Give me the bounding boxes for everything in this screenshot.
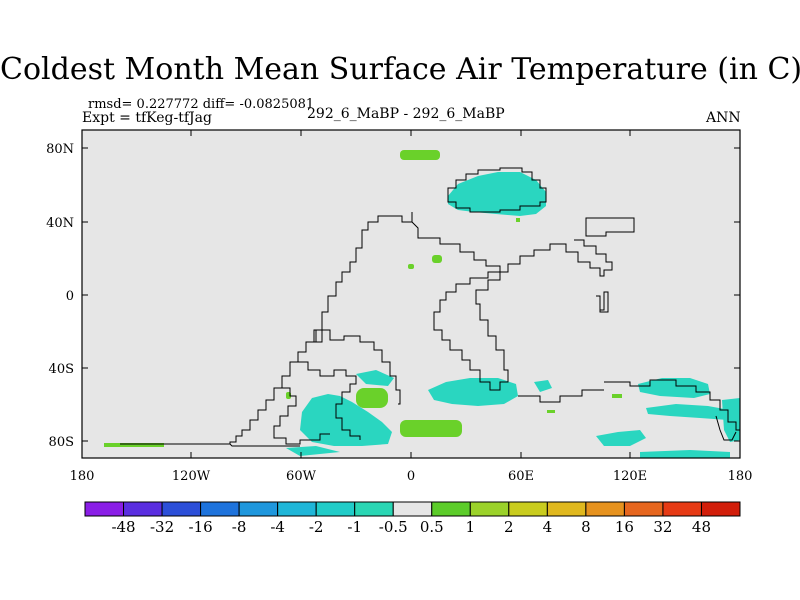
lon-tick-6: 180 [728,469,753,484]
lon-tick-1: 120W [172,469,211,484]
colorbar-label: -2 [309,518,324,536]
colorbar-box [123,501,163,517]
colorbar-label: -1 [347,518,362,536]
colorbar-label: 4 [543,518,553,536]
colorbar-box [623,501,664,517]
mid-landmass-outline [411,221,613,277]
west-landmass-outline [120,212,413,445]
southern-chain-outline [273,387,330,445]
colorbar-box [277,501,317,517]
lon-tick-0: 180 [70,469,95,484]
warm-patches [104,150,622,447]
colorbar-box [469,501,510,517]
colorbar-label: -0.5 [379,518,408,536]
island-small-outline [596,291,609,313]
colorbar-label: 32 [653,518,672,536]
lower-peninsula-outline [298,361,361,440]
colorbar-label: 2 [504,518,514,536]
lat-tick-0: 80N [46,142,74,157]
colorbar-box [84,501,125,517]
colorbar-box [546,501,587,517]
central-landmass-outline [433,271,509,391]
colorbar-box [662,501,702,517]
lon-tick-labels: 180 120W 60W 0 60E 120E 180 [70,469,753,484]
experiment-label: Expt = tfKeg-tfJag [82,110,212,126]
colorbar-label: 0.5 [420,518,444,536]
stats-text: rmsd= 0.227772 diff= -0.0825081 [88,97,315,112]
lat-tick-4: 80S [49,435,74,450]
colorbar-label: -16 [189,518,213,536]
colorbar-label: 16 [615,518,634,536]
colorbar-box [354,501,394,517]
comparison-label: 292_6_MaBP - 292_6_MaBP [307,106,505,122]
colorbar-label: 48 [692,518,711,536]
colorbar-box [315,501,356,517]
map-background [82,130,740,458]
north-landmass-outline [447,167,547,213]
island-east-outline [585,217,635,237]
map-title: Coldest Month Mean Surface Air Temperatu… [0,52,800,87]
lat-tick-2: 0 [66,289,74,304]
colorbar-box [238,501,279,517]
colorbar-box [431,501,471,517]
colorbar-label: -32 [150,518,174,536]
tick-marks [81,130,741,458]
south-east-outline [604,379,740,431]
colorbar-box [161,501,202,517]
lon-tick-4: 60E [508,469,534,484]
lon-tick-3: 0 [407,469,415,484]
colorbar-label: -48 [111,518,135,536]
southern-strip-outline [518,389,604,403]
colorbar-box [508,501,548,517]
colorbar-labels: -48 -32 -16 -8 -4 -2 -1 -0.5 0.5 1 2 4 8 16 32 48 [111,518,711,536]
colorbar-label: -4 [270,518,285,536]
colorbar-label: 1 [466,518,476,536]
colorbar-box [700,501,741,517]
coastline-outlines [120,167,740,447]
period-label: ANN [706,110,741,126]
small-isle-outline [313,329,323,343]
colorbar-box [200,501,240,517]
anomaly-patches [104,150,740,458]
lat-tick-1: 40N [46,216,74,231]
lon-tick-2: 60W [286,469,317,484]
far-east-outline [715,415,737,441]
cool-patches [286,172,740,458]
colorbar-label: -8 [232,518,247,536]
lat-tick-labels: 80N 40N 0 40S 80S [46,142,74,450]
antarctic-edge-outline [120,443,300,447]
lon-tick-5: 120E [613,469,647,484]
colorbar [84,501,741,517]
upper-peninsula-outline [322,329,401,405]
colorbar-box [392,501,433,517]
lat-tick-3: 40S [49,362,74,377]
colorbar-label: 8 [581,518,591,536]
colorbar-box [585,501,625,517]
